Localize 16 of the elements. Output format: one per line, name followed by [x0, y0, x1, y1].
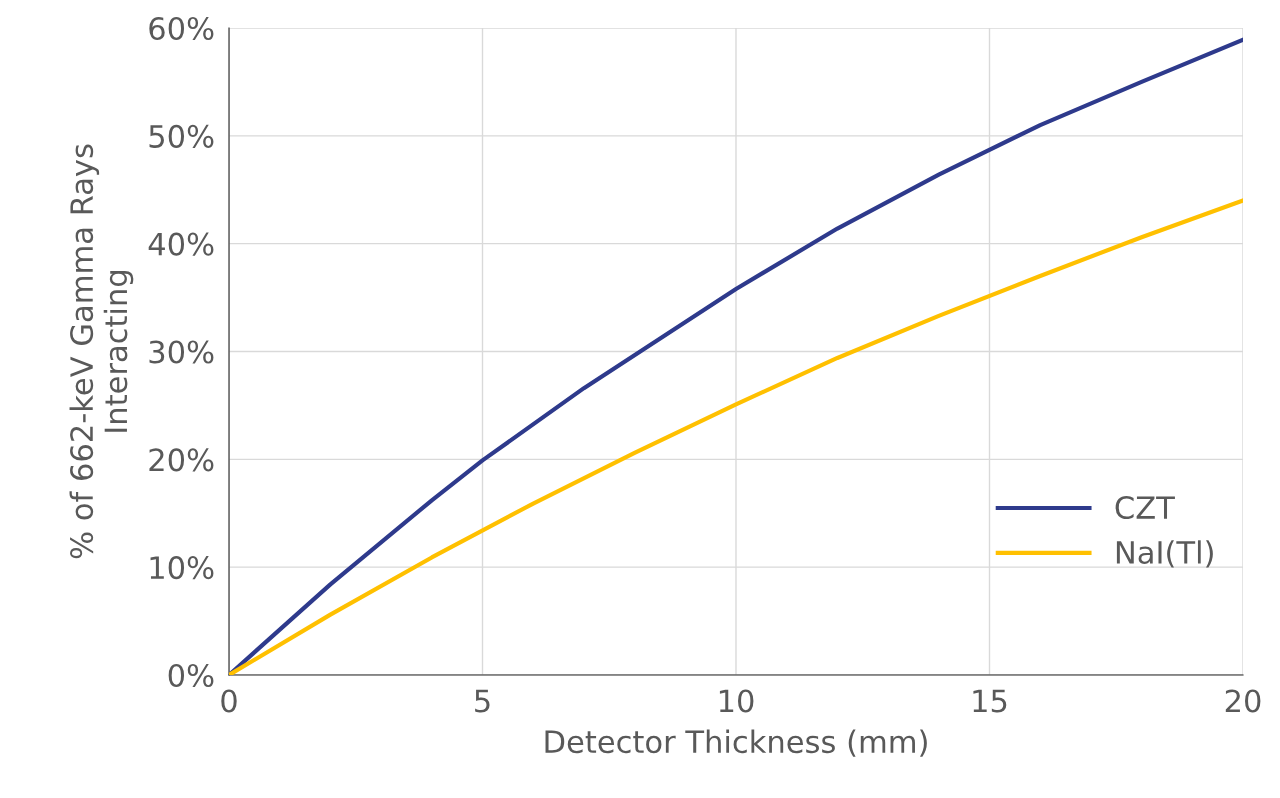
legend-label: CZT	[1115, 495, 1175, 520]
y-tick-label: 10%	[150, 556, 214, 580]
y-tick-label: 50%	[149, 124, 214, 148]
x-tick-label: 15	[973, 689, 1007, 713]
y-axis-title: % of 662-keV Gamma Rays Interacting	[69, 144, 134, 559]
x-tick-label: 10	[719, 689, 754, 713]
y-tick-label: 0%	[168, 663, 214, 688]
y-tick-label: 40%	[148, 232, 214, 256]
x-tick-label: 0	[221, 689, 237, 713]
y-tick-label: 20%	[149, 448, 214, 472]
x-tick-label: 5	[475, 689, 490, 713]
x-axis-title: Detector Thickness (mm)	[545, 729, 927, 757]
x-tick-label: 20	[1225, 689, 1261, 713]
legend-label: NaI(Tl)	[1116, 540, 1213, 568]
y-tick-label: 60%	[149, 16, 214, 41]
y-tick-label: 30%	[149, 340, 214, 364]
